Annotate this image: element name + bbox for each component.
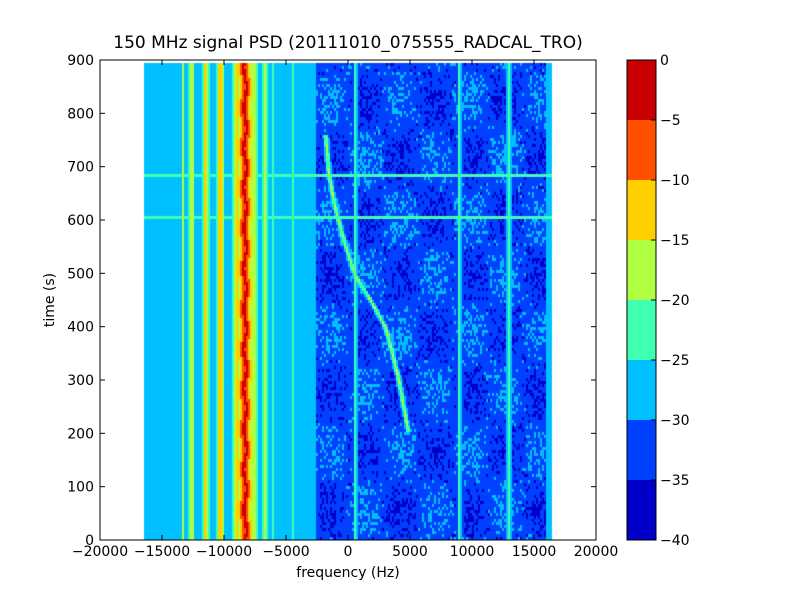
y-tick-label: 0 xyxy=(85,533,94,549)
colorbar-band xyxy=(627,240,656,300)
y-axis: 0 100 200 300 400 500 600 700 800 900 xyxy=(67,53,596,549)
heatmap-raster xyxy=(100,60,596,540)
colorbar-tick-label: −40 xyxy=(660,533,690,549)
y-tick-label: 100 xyxy=(67,480,94,496)
colorbar: −40 −35 −30 −25 −20 −15 −10 −5 0 xyxy=(626,53,690,549)
x-axis: −20000 −15000 −10000 −5000 0 5000 10000 15000 20… xyxy=(72,60,618,560)
colorbar-tick-label: −35 xyxy=(660,473,690,489)
x-tick-label: −10000 xyxy=(196,544,252,560)
y-tick-label: 900 xyxy=(67,53,94,69)
x-tick-label: 0 xyxy=(344,544,353,560)
colorbar-tick-label: −25 xyxy=(660,353,690,369)
x-tick-label: −5000 xyxy=(262,544,309,560)
colorbar-band xyxy=(627,120,656,180)
y-axis-label: time (s) xyxy=(42,273,58,327)
colorbar-tick-label: −30 xyxy=(660,413,690,429)
colorbar-band xyxy=(627,360,656,420)
y-tick-label: 800 xyxy=(67,106,94,122)
colorbar-band xyxy=(627,60,656,120)
y-tick-label: 600 xyxy=(67,213,94,229)
y-tick-label: 300 xyxy=(67,373,94,389)
colorbar-tick-label: −10 xyxy=(660,173,690,189)
y-tick-label: 200 xyxy=(67,426,94,442)
plot-area xyxy=(100,60,596,540)
colorbar-tick-label: −5 xyxy=(660,113,681,129)
x-tick-label: −20000 xyxy=(72,544,128,560)
colorbar-tick-label: −20 xyxy=(660,293,690,309)
y-tick-label: 500 xyxy=(67,266,94,282)
colorbar-tick-label: 0 xyxy=(660,53,669,69)
x-tick-label: 15000 xyxy=(512,544,557,560)
x-tick-label: 20000 xyxy=(574,544,619,560)
x-tick-label: 10000 xyxy=(450,544,495,560)
colorbar-band xyxy=(627,420,656,480)
colorbar-band xyxy=(627,180,656,240)
x-tick-label: −15000 xyxy=(134,544,190,560)
colorbar-tick-label: −15 xyxy=(660,233,690,249)
colorbar-band xyxy=(627,480,656,540)
y-tick-label: 700 xyxy=(67,160,94,176)
colorbar-band xyxy=(627,300,656,360)
y-tick-label: 400 xyxy=(67,320,94,336)
x-axis-label: frequency (Hz) xyxy=(296,565,399,581)
x-tick-label: 5000 xyxy=(392,544,428,560)
chart-title: 150 MHz signal PSD (20111010_075555_RADC… xyxy=(113,33,582,53)
